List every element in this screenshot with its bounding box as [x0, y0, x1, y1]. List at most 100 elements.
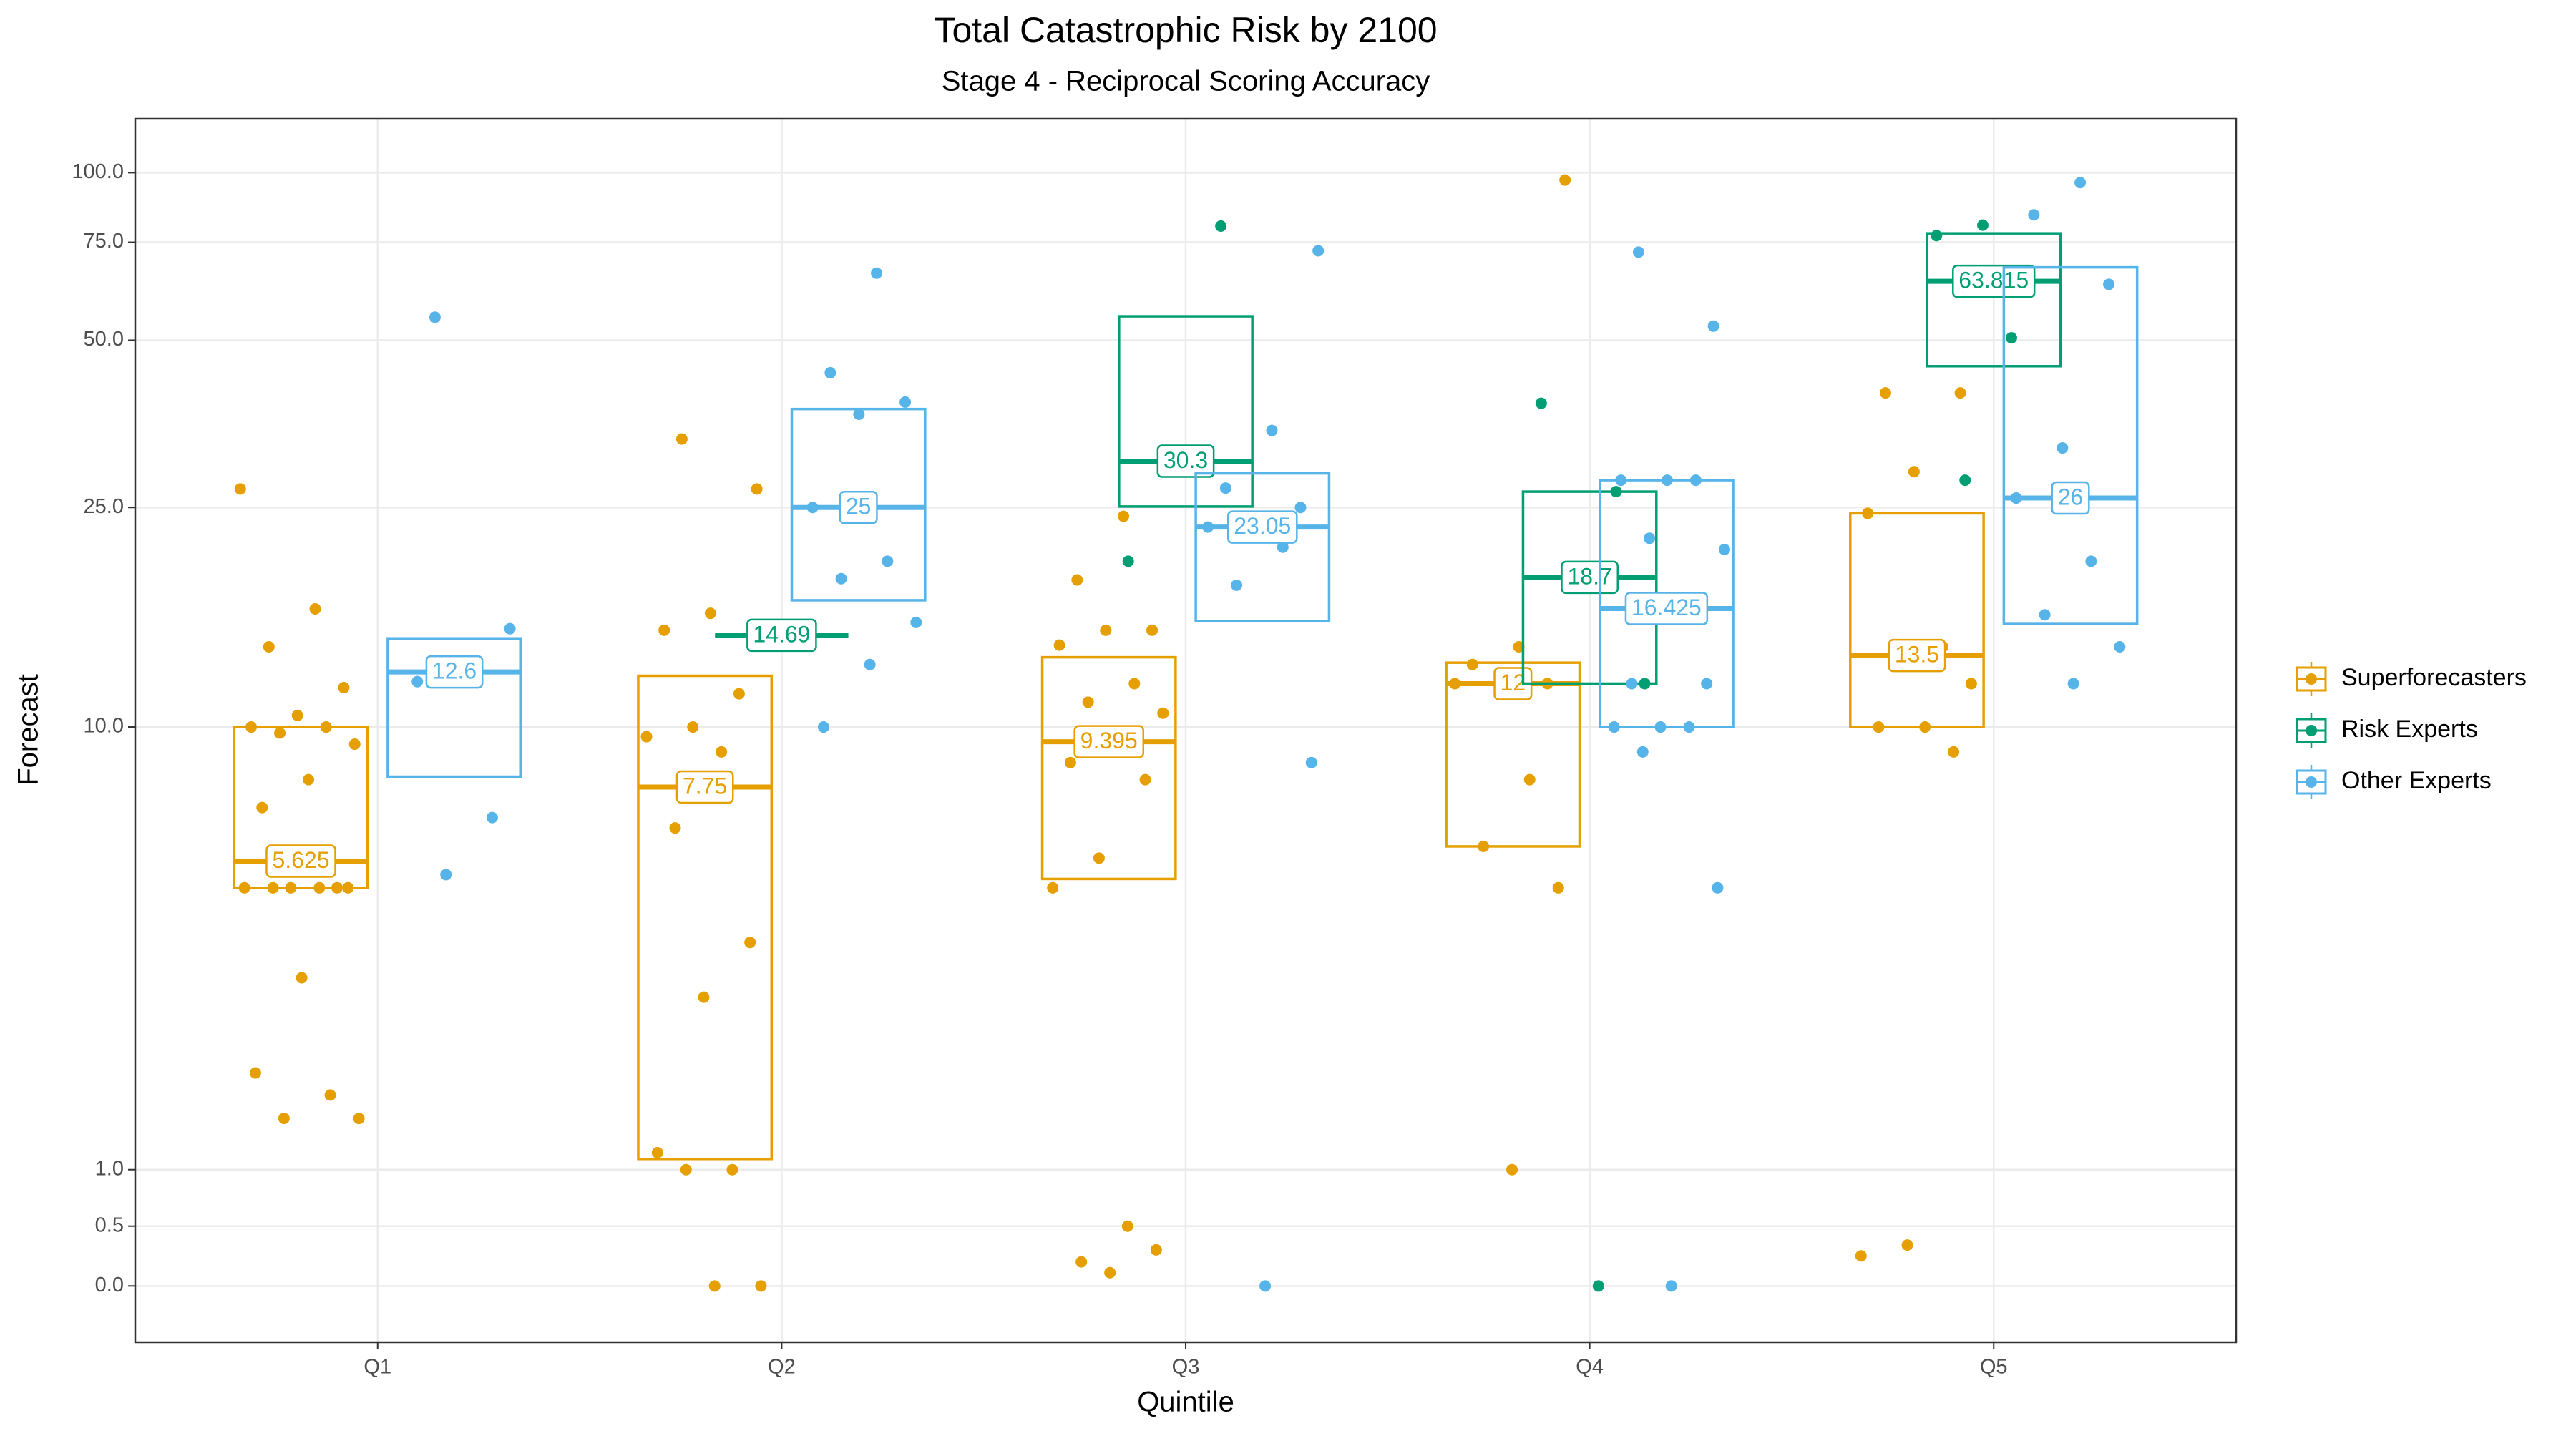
point	[687, 721, 699, 733]
point	[658, 624, 670, 636]
point	[1908, 466, 1920, 478]
point	[1122, 555, 1134, 567]
point	[1615, 474, 1627, 487]
point	[2028, 209, 2040, 221]
median-label-text: 13.5	[1895, 642, 1939, 668]
point	[1071, 574, 1083, 586]
point	[864, 658, 876, 670]
point	[910, 616, 922, 628]
median-label-text: 25	[846, 494, 872, 519]
point	[348, 738, 361, 751]
median-label-box	[1156, 444, 1215, 478]
median-label-box	[1561, 560, 1619, 595]
point	[1478, 840, 1490, 852]
point	[1948, 746, 1960, 758]
median-label-text: 26	[2058, 484, 2084, 509]
point	[1683, 721, 1695, 733]
box	[1118, 315, 1254, 508]
point	[744, 937, 756, 949]
box	[1194, 472, 1331, 622]
point	[1294, 502, 1307, 514]
x-tick-label: Q1	[364, 1356, 391, 1379]
median-label-text: 5.625	[272, 847, 329, 873]
point	[1707, 320, 1719, 332]
point	[342, 881, 354, 894]
point	[324, 1089, 336, 1101]
point	[1266, 424, 1278, 436]
point	[1954, 387, 1966, 399]
point	[1312, 245, 1324, 257]
point	[234, 483, 246, 495]
point	[726, 1163, 738, 1176]
point	[1219, 482, 1231, 494]
median-label: 12.6	[425, 655, 484, 689]
point	[2010, 492, 2022, 504]
point	[429, 311, 441, 323]
y-tick-label: 75.0	[84, 230, 124, 253]
point	[313, 881, 326, 894]
point	[1552, 881, 1564, 894]
point	[267, 881, 279, 894]
point	[256, 801, 268, 814]
median-label-text: 23.05	[1234, 513, 1291, 539]
point	[2039, 609, 2051, 621]
point	[1128, 678, 1141, 690]
y-axis-title: Forecast	[13, 674, 44, 786]
point	[1146, 624, 1158, 636]
median-label: 9.395	[1073, 725, 1145, 758]
point	[698, 991, 710, 1003]
point	[824, 366, 836, 378]
median-label: 18.7	[1561, 560, 1619, 595]
point	[331, 881, 343, 894]
point	[1064, 756, 1076, 768]
median-label-box	[425, 655, 484, 689]
median-label-text: 18.7	[1567, 563, 1611, 589]
point	[1718, 543, 1730, 555]
point	[1654, 721, 1667, 733]
point	[338, 682, 350, 694]
point	[1523, 773, 1536, 786]
median-label-box	[675, 770, 734, 804]
point	[285, 881, 297, 894]
box	[233, 726, 369, 889]
point	[675, 433, 688, 445]
box	[1521, 490, 1658, 685]
point	[278, 1113, 290, 1125]
point	[1976, 219, 1989, 231]
point	[1661, 474, 1673, 487]
box	[1040, 655, 1177, 881]
median-label-box	[1888, 638, 1946, 673]
point	[1873, 721, 1885, 733]
point	[1053, 639, 1065, 651]
point	[1231, 579, 1243, 591]
point	[1665, 1280, 1677, 1292]
median-label-text: 7.75	[683, 773, 727, 798]
point	[1150, 1244, 1162, 1256]
point	[1075, 1256, 1088, 1268]
point	[651, 1146, 663, 1158]
median-label-text: 16.425	[1631, 595, 1702, 620]
legend-label: Risk Experts	[2341, 716, 2478, 743]
panel-border	[134, 117, 2238, 1344]
point	[353, 1113, 365, 1125]
point	[1559, 174, 1571, 186]
point	[669, 822, 681, 834]
median-label-text: 30.3	[1163, 447, 1208, 473]
median-label-text: 14.69	[753, 621, 810, 647]
box	[1445, 661, 1581, 848]
x-tick-label: Q3	[1172, 1356, 1200, 1379]
point	[2074, 177, 2087, 189]
point	[1104, 1266, 1116, 1279]
point	[1506, 1163, 1518, 1176]
point	[2057, 442, 2069, 454]
median-label: 26	[2051, 481, 2090, 515]
point	[1862, 507, 1874, 519]
point	[1626, 678, 1638, 690]
point	[303, 773, 315, 786]
point	[1689, 474, 1702, 487]
point	[680, 1163, 692, 1176]
y-tick-label: 0.5	[95, 1213, 124, 1236]
x-axis-title: Quintile	[1137, 1387, 1234, 1418]
point	[249, 1067, 261, 1079]
